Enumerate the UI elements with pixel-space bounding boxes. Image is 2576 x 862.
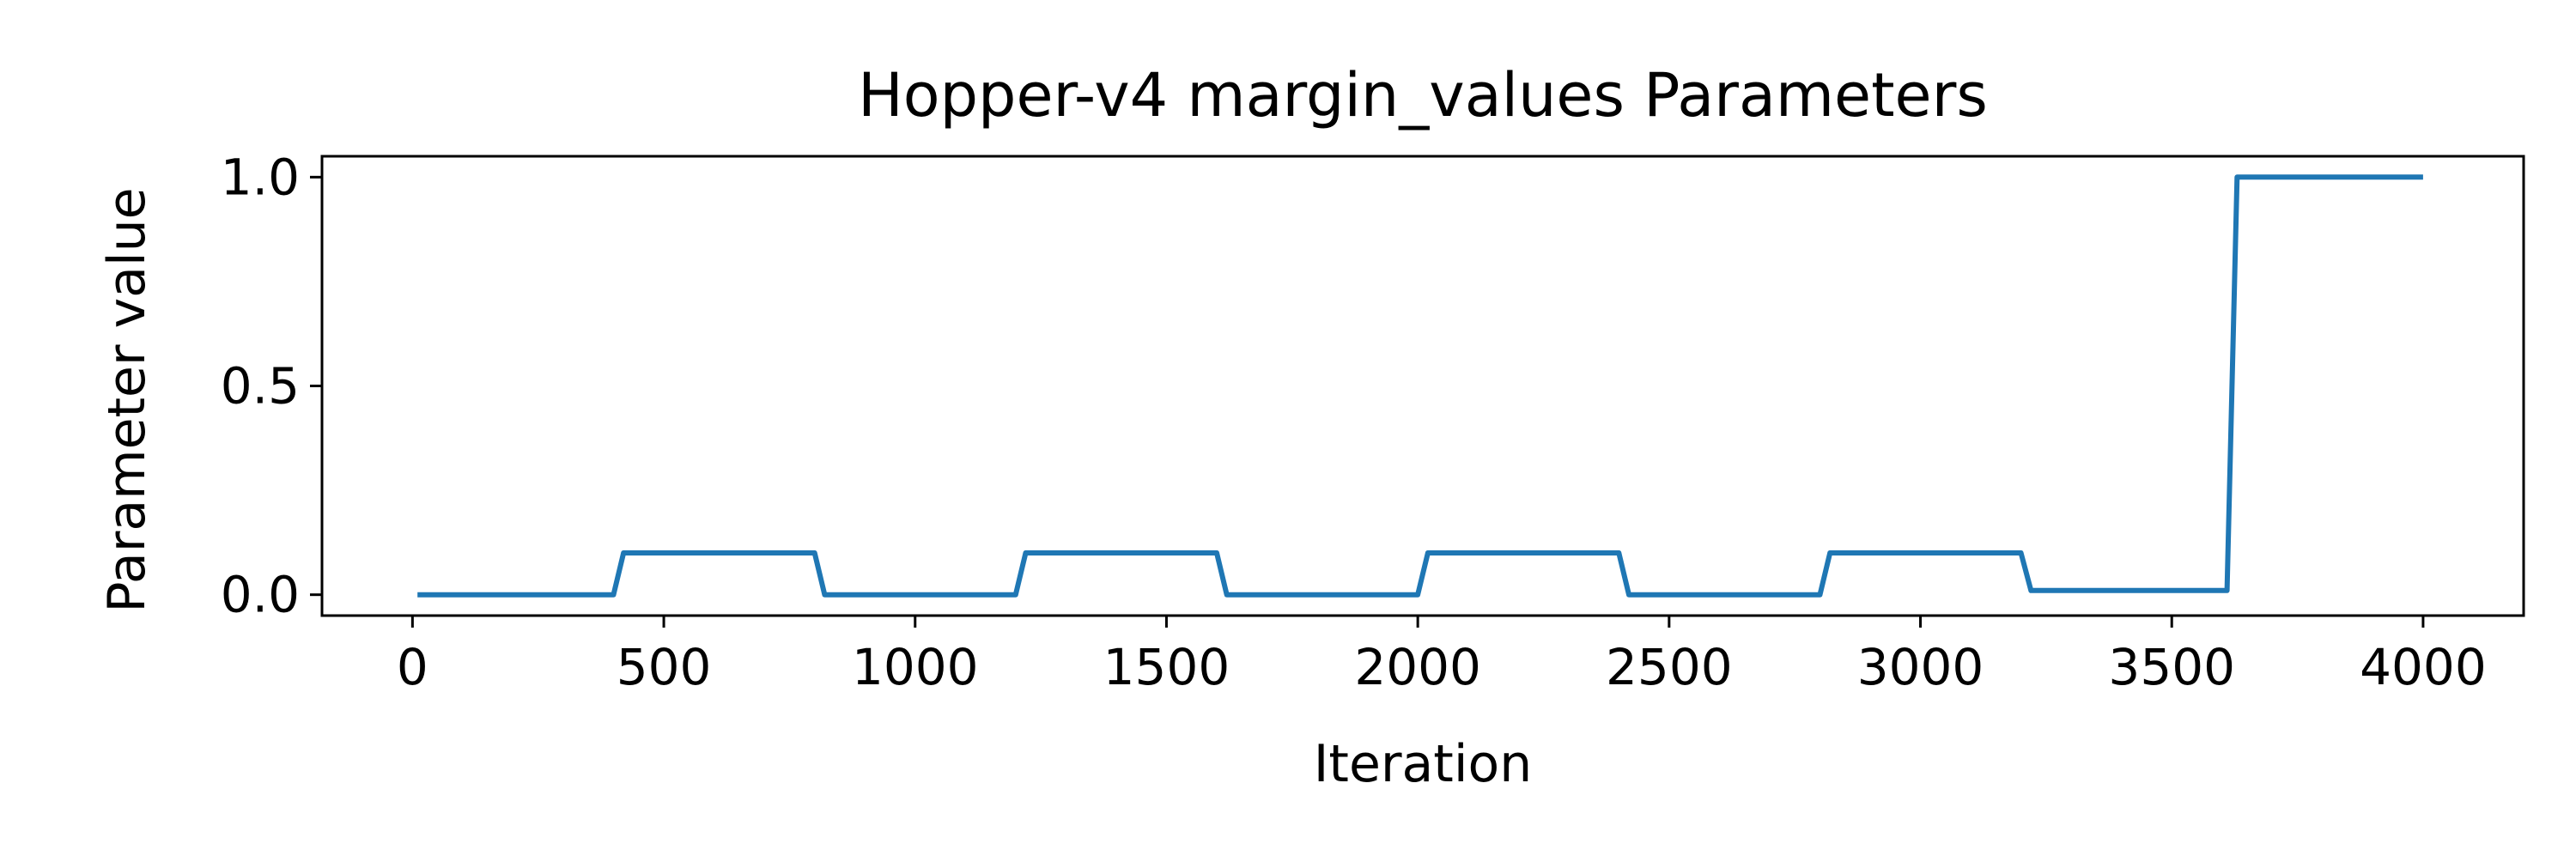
x-tick-label: 500: [617, 638, 712, 696]
series-layer: [417, 174, 2423, 598]
x-tick-label: 2500: [1606, 638, 1733, 696]
chart-title: Hopper-v4 margin_values Parameters: [858, 60, 1988, 131]
y-tick-label: 1.0: [221, 148, 300, 206]
axis-ticks: 0 500 1000 1500 2000 2500 3000 3500 4000 0.0 0.5 1.…: [221, 148, 2487, 696]
x-tick-label: 3500: [2108, 638, 2235, 696]
x-tick-label: 0: [397, 638, 428, 696]
x-tick-label: 1000: [852, 638, 979, 696]
x-tick-label: 1500: [1103, 638, 1230, 696]
x-tick-label: 2000: [1354, 638, 1481, 696]
y-tick-label: 0.5: [221, 357, 300, 416]
x-tick-label: 3000: [1857, 638, 1984, 696]
series-line: [417, 174, 2423, 598]
y-tick-label: 0.0: [221, 566, 300, 624]
y-axis-label: Parameter value: [97, 187, 157, 612]
plot-area-frame: [320, 155, 2525, 617]
x-tick-label: 4000: [2360, 638, 2487, 696]
x-axis-label: Iteration: [1314, 734, 1533, 794]
